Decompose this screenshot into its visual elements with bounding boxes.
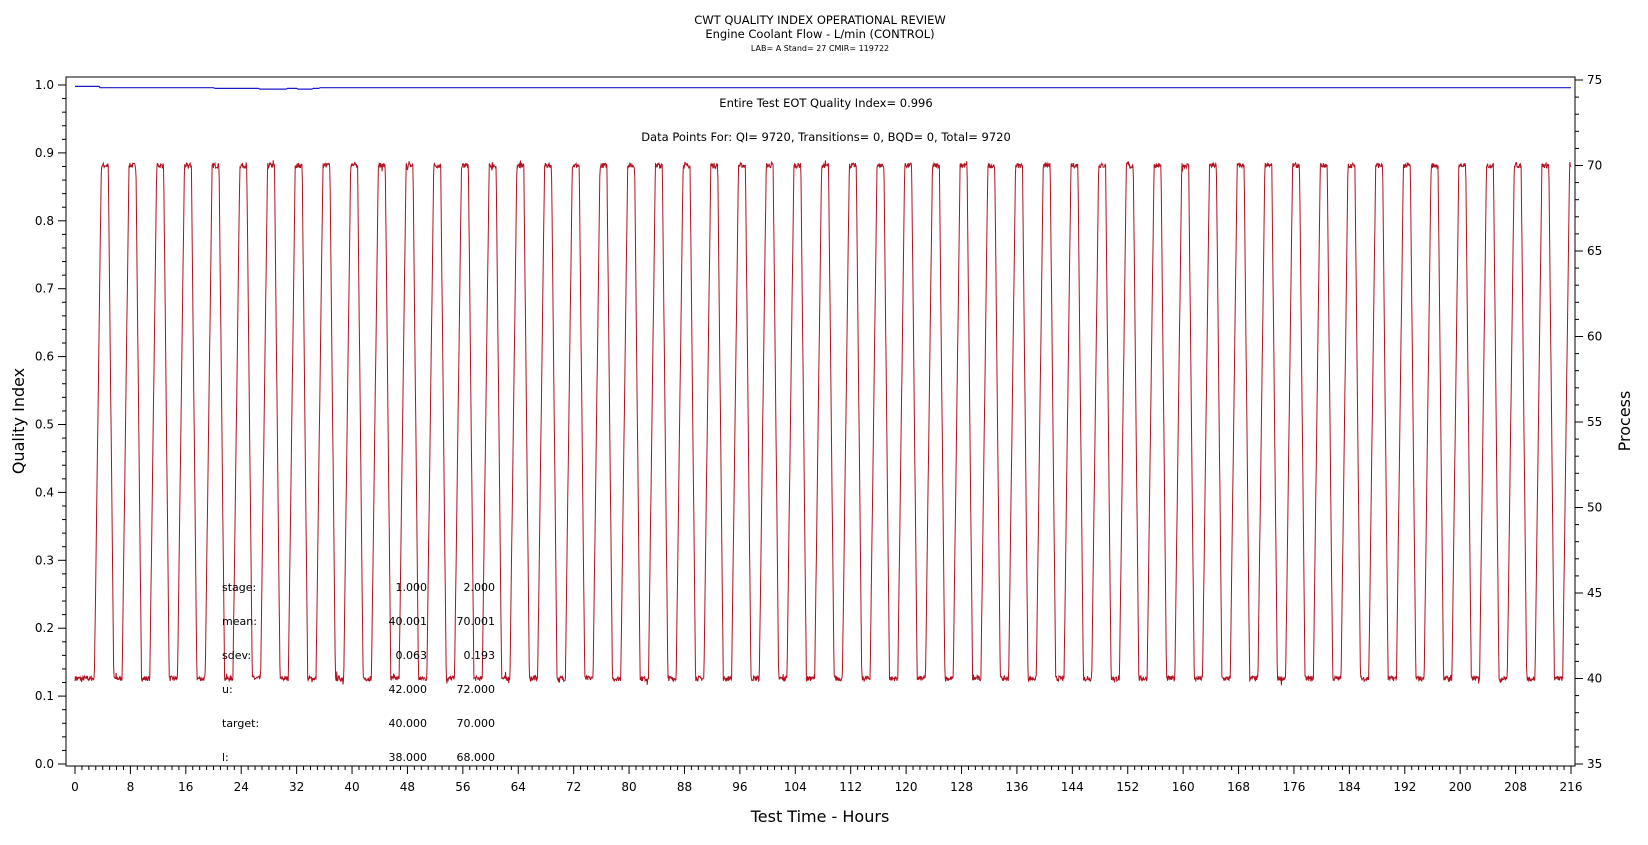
y2-tick-label: 50	[1587, 501, 1602, 515]
chart-title: CWT QUALITY INDEX OPERATIONAL REVIEW	[694, 13, 945, 27]
x-tick-label: 208	[1504, 780, 1527, 794]
x-tick-label: 16	[178, 780, 193, 794]
x-tick-label: 120	[895, 780, 918, 794]
stats-value-mean-2: 70.001	[457, 615, 496, 628]
stats-value-sdev-2: 0.193	[464, 649, 496, 662]
x-tick-label: 168	[1227, 780, 1250, 794]
series-layer	[75, 86, 1571, 685]
y-axis-label: Quality Index	[9, 368, 28, 474]
stats-label-sdev: sdev:	[222, 649, 251, 662]
y-tick-label: 0.1	[35, 689, 54, 703]
series-process-line	[75, 160, 1571, 685]
x-tick-label: 176	[1283, 780, 1306, 794]
x-tick-label: 160	[1172, 780, 1195, 794]
y-axis-left-ticks: 0.0 0.1 0.2 0.3 0.4 0.5 0.6 0.7 0.8 0.9 1.0	[35, 78, 66, 771]
x-tick-label: 56	[455, 780, 470, 794]
chart-subtitle: Engine Coolant Flow - L/min (CONTROL)	[705, 27, 934, 41]
y-tick-label: 0.0	[35, 757, 54, 771]
y-tick-label: 0.8	[35, 214, 54, 228]
y-tick-label: 0.9	[35, 146, 54, 160]
x-tick-label: 80	[621, 780, 636, 794]
y2-tick-label: 35	[1587, 757, 1602, 771]
y-tick-label: 0.2	[35, 621, 54, 635]
series-quality-index-line	[75, 86, 1571, 89]
x-tick-label: 200	[1449, 780, 1472, 794]
x-axis-ticks: 0 8 16 24 32 40 48 56 64 72 80 88 96 104 112 120 128 136 1…	[71, 766, 1582, 794]
y-tick-label: 0.6	[35, 350, 54, 364]
x-tick-label: 104	[784, 780, 807, 794]
stats-value-stage-2: 2.000	[464, 581, 496, 594]
stats-value-stage-1: 1.000	[396, 581, 428, 594]
y2-tick-label: 45	[1587, 586, 1602, 600]
y-tick-label: 0.7	[35, 282, 54, 296]
x-tick-label: 48	[400, 780, 415, 794]
stats-value-l-1: 38.000	[389, 751, 428, 764]
y2-tick-label: 75	[1587, 73, 1602, 87]
x-tick-label: 32	[289, 780, 304, 794]
data-points-annotation: Data Points For: QI= 9720, Transitions= …	[641, 130, 1011, 144]
y2-axis-label: Process	[1615, 391, 1634, 452]
x-tick-label: 0	[71, 780, 79, 794]
x-tick-label: 8	[127, 780, 135, 794]
stats-value-u-2: 72.000	[457, 683, 496, 696]
x-tick-label: 72	[566, 780, 581, 794]
y2-tick-label: 65	[1587, 244, 1602, 258]
x-tick-label: 192	[1393, 780, 1416, 794]
eot-quality-index-annotation: Entire Test EOT Quality Index= 0.996	[719, 96, 932, 110]
x-tick-label: 88	[677, 780, 692, 794]
y2-tick-label: 60	[1587, 330, 1602, 344]
stats-label-target: target:	[222, 717, 259, 730]
y-axis-right-ticks: 35 40 45 50 55 60 65 70 75	[1575, 73, 1602, 771]
stats-value-target-2: 70.000	[457, 717, 496, 730]
x-tick-label: 216	[1560, 780, 1583, 794]
x-tick-label: 24	[234, 780, 249, 794]
stats-label-u: u:	[222, 683, 233, 696]
y-tick-label: 0.3	[35, 553, 54, 567]
x-tick-label: 40	[344, 780, 359, 794]
plot-frame	[66, 77, 1575, 766]
chart-subtitle-lab: LAB= A Stand= 27 CMIR= 119722	[751, 44, 889, 53]
x-tick-label: 64	[511, 780, 526, 794]
x-tick-label: 128	[950, 780, 973, 794]
stats-value-u-1: 42.000	[389, 683, 428, 696]
y-tick-label: 0.4	[35, 485, 54, 499]
y-tick-label: 0.5	[35, 418, 54, 432]
chart: CWT QUALITY INDEX OPERATIONAL REVIEW Eng…	[0, 0, 1648, 845]
y-tick-label: 1.0	[35, 78, 54, 92]
stats-value-target-1: 40.000	[389, 717, 428, 730]
x-tick-label: 96	[732, 780, 747, 794]
stats-label-l: l:	[222, 751, 229, 764]
x-tick-label: 136	[1005, 780, 1028, 794]
y2-tick-label: 55	[1587, 415, 1602, 429]
x-tick-label: 184	[1338, 780, 1361, 794]
stats-value-mean-1: 40.001	[389, 615, 428, 628]
stats-label-stage: stage:	[222, 581, 256, 594]
x-axis-label: Test Time - Hours	[750, 807, 890, 826]
y2-tick-label: 70	[1587, 159, 1602, 173]
x-tick-label: 152	[1116, 780, 1139, 794]
x-tick-label: 144	[1061, 780, 1084, 794]
stats-label-mean: mean:	[222, 615, 257, 628]
stats-value-sdev-1: 0.063	[396, 649, 428, 662]
y2-tick-label: 40	[1587, 672, 1602, 686]
stats-value-l-2: 68.000	[457, 751, 496, 764]
x-tick-label: 112	[839, 780, 862, 794]
